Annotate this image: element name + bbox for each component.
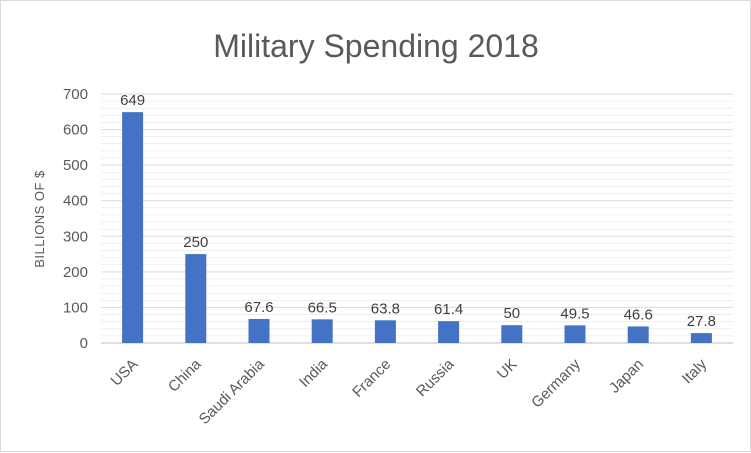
bar bbox=[374, 320, 396, 343]
y-tick-label: 200 bbox=[63, 264, 88, 281]
y-tick-label: 300 bbox=[63, 228, 88, 245]
data-label: 66.5 bbox=[308, 299, 337, 316]
x-tick-label: China bbox=[165, 355, 205, 395]
data-label: 61.4 bbox=[434, 301, 463, 318]
x-tick-label: France bbox=[349, 356, 394, 401]
bar bbox=[438, 321, 460, 343]
x-tick-label: UK bbox=[494, 356, 521, 383]
bar bbox=[248, 318, 270, 343]
gridlines bbox=[101, 93, 733, 344]
y-tick-label: 400 bbox=[63, 193, 88, 210]
bar bbox=[564, 325, 586, 343]
x-tick-label: India bbox=[296, 355, 331, 390]
bar bbox=[690, 333, 712, 343]
bar bbox=[122, 112, 144, 344]
bar bbox=[311, 319, 333, 343]
data-label: 27.8 bbox=[687, 313, 716, 330]
bars bbox=[122, 112, 712, 344]
data-label: 46.6 bbox=[624, 306, 653, 323]
x-tick-label: Italy bbox=[679, 355, 711, 387]
data-label: 250 bbox=[183, 234, 208, 251]
y-tick-label: 100 bbox=[63, 299, 88, 316]
chart-title: Military Spending 2018 bbox=[213, 28, 539, 64]
y-tick-label: 0 bbox=[80, 335, 88, 352]
y-axis-ticks: 0 100 200 300 400 500 600 700 bbox=[63, 86, 88, 352]
bar bbox=[185, 254, 207, 343]
x-tick-label: Saudi Arabia bbox=[196, 355, 269, 428]
data-label: 50 bbox=[503, 305, 520, 322]
bar bbox=[501, 325, 523, 343]
y-tick-label: 700 bbox=[63, 86, 88, 103]
y-axis-label: BILLIONS OF $ bbox=[32, 170, 47, 268]
y-tick-label: 500 bbox=[63, 157, 88, 174]
x-tick-label: USA bbox=[108, 356, 142, 390]
x-tick-label: Japan bbox=[606, 356, 647, 397]
data-label: 649 bbox=[120, 92, 145, 109]
data-labels: 649 250 67.6 66.5 63.8 61.4 50 49.5 46.6 27.8 bbox=[120, 92, 716, 330]
data-label: 67.6 bbox=[244, 299, 273, 316]
y-tick-label: 600 bbox=[63, 122, 88, 139]
x-tick-label: Russia bbox=[413, 355, 458, 400]
data-label: 49.5 bbox=[560, 305, 589, 322]
data-label: 63.8 bbox=[371, 300, 400, 317]
bar bbox=[627, 326, 649, 343]
x-tick-label: Germany bbox=[528, 355, 584, 411]
